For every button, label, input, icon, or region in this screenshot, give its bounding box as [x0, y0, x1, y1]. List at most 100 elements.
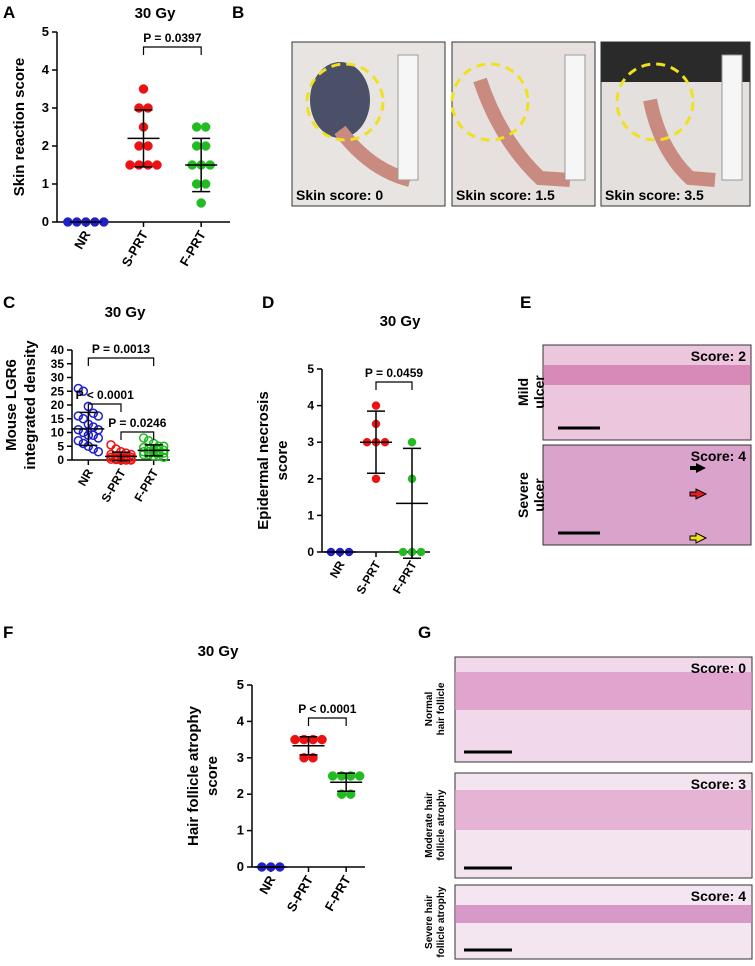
histology-image [542, 344, 752, 441]
histology-image [542, 444, 752, 546]
tissue-layer [455, 790, 752, 830]
p-value: P = 0.0459 [365, 366, 423, 380]
data-point [200, 122, 211, 132]
data-point [93, 411, 104, 421]
significance-bracket [87, 357, 155, 366]
data-point [290, 734, 300, 745]
p-value: P = 0.0246 [108, 416, 166, 430]
data-point [354, 771, 365, 781]
y-tick-label: 1 [237, 823, 244, 838]
y-tick-label: 0 [307, 545, 314, 559]
row-label: Normal [424, 692, 435, 727]
y-tick-label: 15 [51, 412, 65, 426]
chart-title: 30 Gy [135, 5, 177, 22]
y-axis-label: score [274, 440, 291, 480]
data-point [78, 414, 89, 424]
arrow [690, 463, 706, 473]
tissue [473, 77, 571, 187]
y-tick-label: 4 [307, 399, 314, 413]
y-tick-label: 3 [237, 750, 244, 765]
panel-label: A [3, 3, 15, 22]
y-tick-label: 25 [51, 384, 65, 398]
data-point [191, 122, 202, 132]
significance-bracket [87, 403, 122, 412]
data-point [78, 438, 89, 449]
data-point [407, 437, 417, 447]
significance-bracket [375, 381, 413, 390]
tissue [310, 62, 370, 138]
photo-caption: Skin score: 0 [296, 187, 383, 203]
y-tick-label: 3 [42, 100, 49, 115]
y-tick-label: 5 [57, 439, 64, 453]
p-value: P = 0.0397 [143, 31, 201, 45]
y-axis-label: Hair follicle atrophy [185, 705, 202, 846]
data-point [125, 160, 135, 170]
data-point [143, 103, 153, 113]
row-label: follicle atrophy [436, 886, 447, 958]
x-tick-label: NR [327, 558, 348, 580]
panel-label: B [232, 3, 244, 22]
highlight-circle [615, 62, 695, 142]
data-point [93, 433, 104, 443]
data-point [152, 160, 162, 170]
y-axis-label: Epidermal necrosis [255, 391, 272, 529]
x-tick-label: S-PRT [119, 228, 152, 269]
tissue-layer [455, 672, 752, 710]
y-tick-label: 0 [237, 859, 244, 874]
score-label: Score: 4 [691, 888, 746, 904]
y-tick-label: 2 [42, 138, 49, 153]
panel-label: C [3, 293, 15, 312]
p-value: P < 0.0001 [298, 702, 356, 716]
ruler [564, 54, 586, 181]
data-point [200, 141, 211, 151]
arrow [689, 488, 708, 500]
y-tick-label: 30 [51, 371, 65, 385]
data-point [88, 430, 99, 440]
row-label: ulcer [531, 375, 547, 409]
data-point [138, 447, 149, 457]
data-point [73, 411, 84, 421]
y-axis-label: score [204, 756, 221, 796]
data-point [78, 386, 89, 396]
histology-panel-e: Score: 2 Score: 4 Mild ulcer Severe ulce… [515, 344, 752, 546]
data-point [134, 160, 144, 170]
y-tick-label: 40 [51, 343, 65, 357]
chart-title: 30 Gy [380, 313, 422, 330]
x-tick-label: S-PRT [98, 466, 128, 505]
y-tick-label: 5 [307, 362, 314, 376]
data-point [317, 734, 327, 745]
data-point [73, 383, 84, 394]
significance-bracket [142, 46, 202, 55]
data-point [106, 454, 116, 464]
data-point [416, 547, 426, 557]
data-point [143, 160, 153, 170]
data-point [73, 425, 84, 435]
score-label: Score: 0 [691, 660, 746, 676]
y-tick-label: 2 [307, 472, 314, 486]
row-label: follicle atrophy [436, 789, 447, 861]
y-tick-label: 0 [42, 214, 49, 229]
chart-title: 30 Gy [198, 643, 240, 660]
y-tick-label: 5 [42, 24, 49, 39]
y-tick-label: 35 [51, 357, 65, 371]
data-point [134, 103, 144, 113]
row-label: hair follicle [436, 682, 447, 735]
x-tick-label: S-PRT [284, 873, 317, 914]
data-point [73, 436, 84, 446]
row-label: ulcer [531, 478, 547, 512]
chart-title: 30 Gy [105, 304, 147, 321]
panel-label: D [262, 293, 274, 312]
score-label: Score: 3 [691, 776, 746, 792]
x-tick-label: F-PRT [390, 558, 420, 596]
data-point [138, 433, 149, 443]
score-label: Score: 4 [691, 448, 746, 464]
y-tick-label: 4 [237, 713, 245, 728]
row-label: Moderate hair [424, 792, 435, 858]
row-label: Mild [515, 378, 531, 406]
tissue [643, 98, 716, 187]
significance-bracket [307, 717, 347, 726]
panel-label: E [520, 293, 531, 312]
data-point [398, 547, 408, 557]
photo-panel-b: Skin score: 0 Skin score: 1.5 Skin score… [291, 41, 751, 207]
y-axis-label: integrated density [22, 340, 39, 470]
